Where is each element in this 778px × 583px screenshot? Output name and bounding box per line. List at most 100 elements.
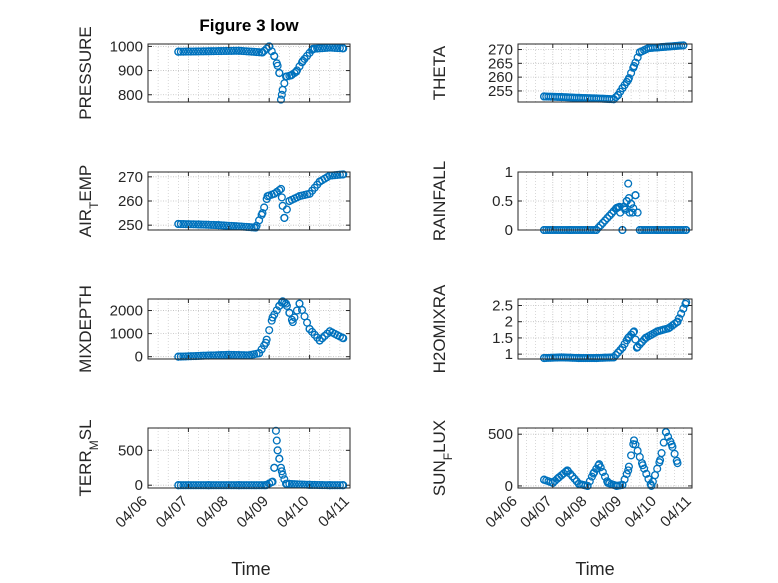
data-point: [229, 481, 238, 490]
data-point: [605, 211, 614, 220]
data-point: [176, 352, 185, 361]
data-point: [335, 44, 344, 53]
data-point: [305, 324, 314, 334]
y-axis-label: AIRTEMP: [76, 165, 101, 238]
data-point: [258, 209, 267, 218]
data-point: [613, 348, 623, 357]
data-point: [275, 68, 284, 78]
data-point: [184, 481, 193, 490]
data-point: [589, 469, 598, 478]
data-point: [196, 481, 206, 490]
data-point: [339, 44, 348, 53]
data-point: [247, 481, 256, 490]
data-point: [625, 208, 634, 217]
data-point: [270, 189, 279, 198]
data-point: [199, 481, 208, 490]
data-point: [320, 43, 329, 53]
data-point: [287, 480, 296, 489]
data-point: [202, 47, 211, 56]
axes-box: [517, 43, 693, 103]
data-point: [268, 477, 277, 486]
data-point: [181, 47, 190, 56]
data-point: [229, 350, 238, 360]
data-point: [277, 193, 286, 202]
data-point: [295, 192, 304, 201]
data-point: [242, 481, 251, 490]
y-tick-label: 1: [505, 346, 513, 363]
data-point: [270, 52, 279, 61]
data-point: [557, 92, 566, 102]
data-point: [629, 327, 639, 336]
subplot-h2omixra: 11.522.5 H2OMIXRA: [430, 284, 693, 373]
data-point: [219, 350, 228, 360]
data-point: [196, 47, 206, 56]
data-point: [323, 329, 332, 338]
data-point: [194, 481, 203, 490]
y-tick-label: 500: [118, 442, 143, 459]
data-point: [227, 350, 236, 359]
data-point: [212, 47, 221, 56]
data-point: [184, 47, 193, 56]
data-point: [214, 481, 223, 490]
data-point: [629, 62, 639, 71]
data-point: [622, 469, 631, 479]
data-point: [598, 467, 607, 477]
data-series-markers: [174, 42, 348, 104]
data-point: [647, 481, 656, 490]
data-point: [217, 46, 226, 56]
y-tick-label: 0.5: [492, 193, 513, 210]
data-point: [656, 456, 665, 465]
data-point: [624, 333, 633, 342]
y-tick-label: 0: [135, 477, 143, 494]
data-point: [285, 196, 294, 206]
data-point: [222, 350, 231, 359]
data-point: [323, 481, 332, 490]
data-point: [644, 44, 653, 53]
data-point: [212, 221, 221, 230]
axes-box: [147, 298, 351, 360]
y-axis-label: PRESSURE: [76, 26, 95, 120]
data-point: [209, 220, 218, 230]
data-point: [271, 426, 280, 435]
data-point: [616, 346, 625, 355]
data-point: [207, 220, 216, 229]
y-tick-label: 0: [135, 349, 143, 366]
data-series-markers: [174, 297, 348, 361]
data-point: [611, 93, 620, 102]
y-tick-label: 2000: [110, 303, 143, 320]
data-point: [239, 47, 249, 56]
data-point: [174, 352, 183, 361]
data-point: [229, 222, 238, 231]
data-point: [280, 475, 289, 484]
data-point: [609, 95, 618, 104]
data-point: [624, 75, 633, 84]
data-point: [295, 299, 304, 308]
y-tick-label: 1000: [110, 326, 143, 343]
x-axis-label-left: Time: [231, 559, 270, 579]
subplot-mixdepth: 0 1000 2000 MIXDEPTH: [76, 285, 351, 373]
data-point: [222, 221, 231, 230]
data-point: [339, 170, 348, 179]
data-point: [629, 436, 639, 445]
data-point: [252, 47, 261, 57]
data-point: [207, 47, 216, 56]
y-tick-label: 255: [488, 83, 513, 100]
data-point: [229, 46, 238, 55]
data-point: [199, 47, 208, 56]
data-point: [237, 481, 246, 490]
data-point: [260, 46, 269, 55]
data-point: [629, 328, 638, 337]
data-point: [677, 309, 686, 318]
data-point: [609, 353, 618, 362]
data-point: [281, 72, 291, 81]
y-axis-label: MIXDEPTH: [76, 285, 95, 373]
data-point: [278, 470, 287, 479]
y-tick-label: 1: [505, 164, 513, 181]
axes-box: [147, 43, 351, 103]
data-point: [191, 220, 201, 229]
data-point: [174, 219, 183, 229]
data-point: [247, 223, 256, 232]
data-point: [333, 43, 342, 53]
data-point: [667, 440, 676, 449]
data-point: [239, 481, 249, 490]
